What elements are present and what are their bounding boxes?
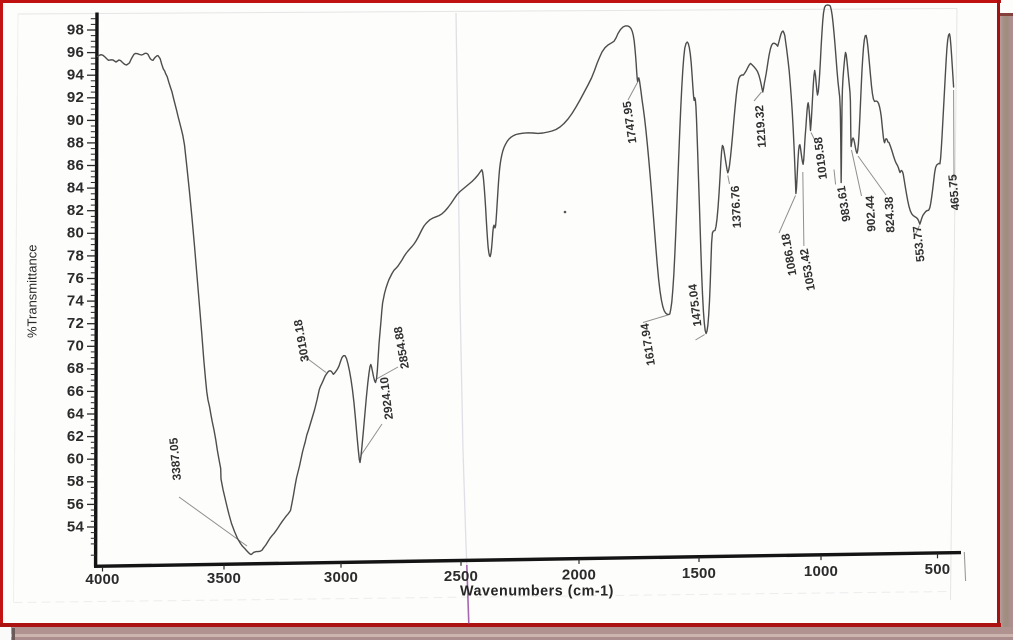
svg-text:62: 62	[67, 428, 84, 445]
svg-text:1617.94: 1617.94	[637, 322, 658, 367]
svg-text:Wavenumbers (cm-1): Wavenumbers (cm-1)	[460, 584, 614, 600]
svg-text:2924.10: 2924.10	[377, 376, 396, 420]
svg-text:465.75: 465.75	[945, 173, 962, 211]
svg-text:553.77: 553.77	[910, 225, 928, 263]
svg-text:1053.42: 1053.42	[797, 247, 818, 292]
svg-text:1500: 1500	[682, 565, 716, 582]
svg-text:58: 58	[67, 473, 84, 490]
svg-text:3000: 3000	[324, 569, 358, 586]
svg-text:902.44: 902.44	[863, 195, 879, 232]
svg-text:1086.18: 1086.18	[778, 232, 799, 277]
svg-text:88: 88	[67, 134, 84, 151]
svg-text:78: 78	[67, 247, 84, 264]
svg-text:74: 74	[67, 293, 85, 310]
svg-text:500: 500	[925, 561, 951, 578]
svg-text:1475.04: 1475.04	[685, 283, 704, 327]
svg-text:1019.58: 1019.58	[811, 136, 830, 180]
svg-text:3500: 3500	[207, 570, 241, 587]
svg-text:2000: 2000	[562, 567, 596, 584]
svg-text:92: 92	[67, 89, 84, 106]
svg-text:94: 94	[67, 67, 85, 84]
svg-text:60: 60	[67, 451, 84, 468]
svg-text:824.38: 824.38	[882, 196, 898, 233]
svg-text:72: 72	[67, 315, 84, 332]
svg-text:82: 82	[67, 202, 84, 219]
svg-text:76: 76	[67, 270, 84, 287]
svg-text:1219.32: 1219.32	[752, 104, 769, 148]
svg-text:56: 56	[67, 496, 84, 513]
svg-text:90: 90	[67, 112, 84, 129]
svg-text:84: 84	[67, 180, 85, 197]
svg-text:1000: 1000	[804, 563, 838, 580]
svg-text:2500: 2500	[444, 568, 478, 585]
svg-text:68: 68	[67, 360, 84, 377]
svg-text:1376.76: 1376.76	[728, 185, 744, 229]
svg-text:3387.05: 3387.05	[166, 437, 184, 481]
svg-text:2854.88: 2854.88	[391, 325, 412, 370]
svg-text:983.61: 983.61	[834, 184, 854, 222]
svg-text:54: 54	[67, 518, 85, 535]
svg-text:64: 64	[67, 405, 85, 422]
svg-text:70: 70	[67, 338, 84, 355]
svg-text:98: 98	[67, 21, 84, 38]
svg-text:%Transmittance: %Transmittance	[25, 245, 40, 338]
svg-text:3019.18: 3019.18	[291, 318, 312, 363]
svg-text:80: 80	[67, 225, 84, 242]
svg-text:86: 86	[67, 157, 84, 174]
svg-text:66: 66	[67, 383, 84, 400]
svg-text:96: 96	[67, 44, 84, 61]
svg-text:4000: 4000	[85, 571, 119, 588]
svg-text:1747.95: 1747.95	[620, 100, 640, 145]
